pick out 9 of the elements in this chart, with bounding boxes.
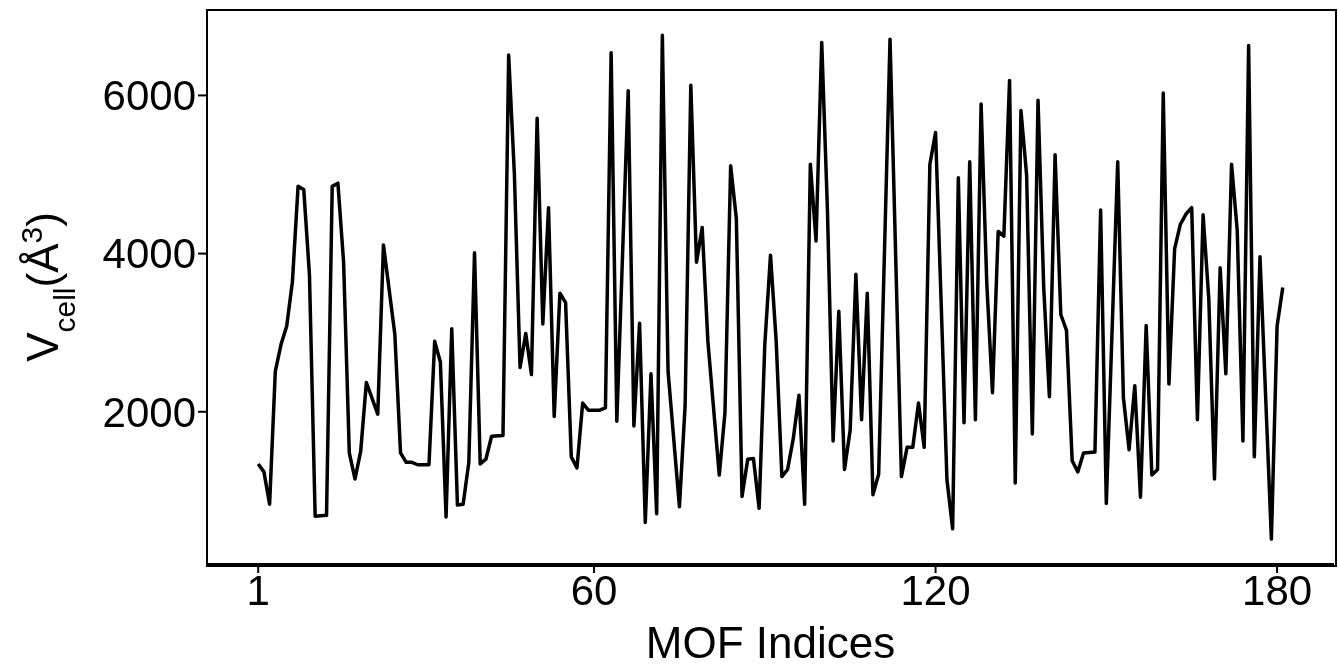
y-tick-label: 4000 — [102, 230, 196, 278]
x-axis-title: MOF Indices — [645, 618, 896, 667]
y-tick-label: 6000 — [102, 72, 196, 120]
x-tick-label: 180 — [1242, 566, 1313, 614]
x-tick-label: 60 — [570, 566, 618, 614]
y-tick-label: 2000 — [102, 388, 196, 436]
line-series — [256, 33, 1285, 541]
x-tick-label: 120 — [900, 566, 971, 614]
x-tick-label: 1 — [246, 566, 270, 614]
